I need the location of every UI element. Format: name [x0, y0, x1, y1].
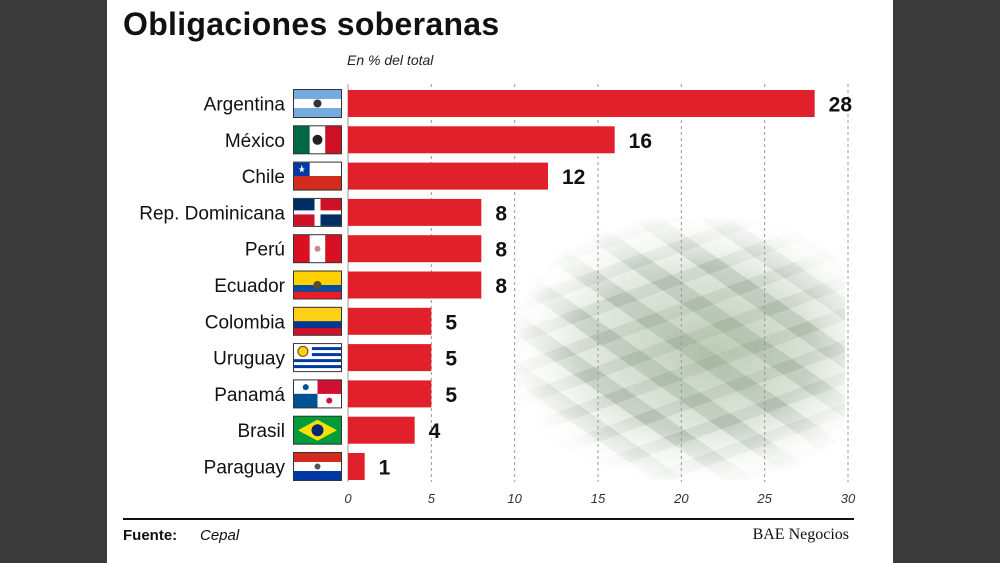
category-label: Rep. Dominicana	[139, 203, 285, 224]
x-tick-label: 20	[673, 491, 689, 506]
x-tick-label: 0	[344, 491, 352, 506]
value-label: 16	[629, 130, 652, 153]
bar	[348, 416, 415, 444]
bar	[348, 380, 432, 408]
flag-peru-icon	[293, 234, 342, 264]
value-label: 5	[445, 384, 457, 407]
bar	[348, 344, 432, 372]
x-tick-label: 25	[756, 491, 772, 506]
flag-mexico-icon	[293, 125, 342, 155]
bar	[348, 307, 432, 335]
flag-dominican-republic-icon	[293, 197, 342, 227]
infographic-panel: Obligaciones soberanas En % del total 0 5…	[107, 0, 893, 563]
category-label: Argentina	[204, 95, 286, 116]
value-label: 8	[495, 239, 507, 262]
bar	[348, 162, 548, 190]
flag-colombia-icon	[293, 306, 342, 336]
x-tick-label: 15	[591, 491, 606, 506]
bar	[348, 453, 365, 480]
flag-chile-icon	[293, 161, 342, 191]
value-label: 5	[445, 348, 457, 371]
value-label: 8	[495, 202, 507, 225]
category-label: México	[225, 131, 285, 152]
value-label: 8	[495, 275, 507, 298]
category-label: Paraguay	[204, 458, 286, 479]
category-label: Chile	[242, 167, 285, 188]
x-tick-label: 5	[428, 491, 436, 506]
bar	[348, 235, 482, 263]
flag-panama-icon	[293, 379, 342, 409]
dollar-bills-background-image	[515, 218, 845, 480]
bar	[348, 198, 482, 226]
source-label: Fuente:	[123, 527, 178, 544]
footer-divider	[123, 518, 854, 520]
flag-brazil-icon	[293, 415, 342, 445]
value-label: 12	[562, 166, 585, 189]
bar	[348, 90, 815, 117]
category-label: Panamá	[214, 385, 285, 406]
brand-logo-text: BAE Negocios	[752, 526, 849, 543]
bar	[348, 126, 615, 154]
flag-uruguay-icon	[293, 343, 342, 373]
chart-subtitle: En % del total	[347, 52, 434, 68]
bar	[348, 271, 482, 299]
chart-title: Obligaciones soberanas	[123, 6, 500, 42]
flag-argentina-icon	[293, 89, 342, 118]
category-label: Brasil	[237, 421, 285, 442]
category-label: Ecuador	[214, 276, 285, 297]
category-label: Colombia	[205, 312, 286, 333]
flag-ecuador-icon	[293, 270, 342, 300]
value-label: 5	[445, 311, 457, 334]
value-label: 1	[379, 457, 391, 480]
category-label: Uruguay	[213, 349, 285, 370]
source-value: Cepal	[200, 527, 240, 544]
flag-paraguay-icon	[293, 452, 342, 481]
x-tick-label: 10	[507, 491, 522, 506]
x-tick-label: 30	[841, 491, 856, 506]
value-label: 4	[429, 420, 441, 443]
category-label: Perú	[245, 240, 285, 261]
value-label: 28	[829, 94, 853, 117]
